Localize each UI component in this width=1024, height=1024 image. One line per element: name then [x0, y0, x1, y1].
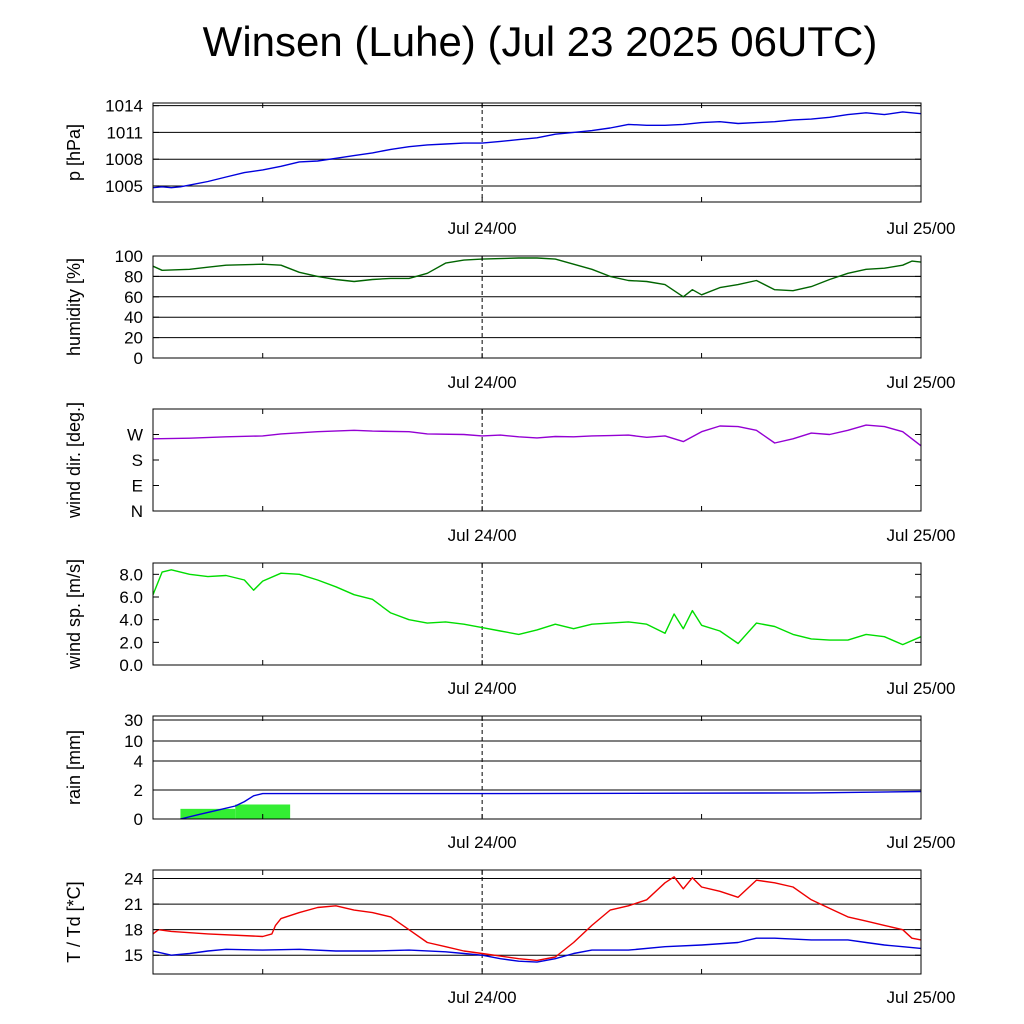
y-tick-label: 80: [124, 267, 143, 286]
y-tick-label: 4.0: [119, 611, 143, 630]
y-tick-label: W: [127, 426, 143, 445]
y-tick-label: 1014: [105, 97, 143, 116]
y-axis-label: wind sp. [m/s]: [64, 559, 84, 670]
series-line: [153, 257, 921, 298]
y-axis-label: rain [mm]: [64, 730, 84, 805]
y-tick-label: 100: [115, 247, 143, 266]
y-tick-label: 0: [134, 810, 143, 829]
y-tick-label: 18: [124, 921, 143, 940]
x-tick-label: Jul 25/00: [887, 526, 956, 545]
y-tick-label: 30: [124, 711, 143, 730]
y-tick-label: 20: [124, 329, 143, 348]
y-tick-label: 1008: [105, 150, 143, 169]
series-line: [153, 424, 921, 447]
y-tick-label: 60: [124, 288, 143, 307]
rain-bar: [180, 808, 236, 819]
y-tick-label: N: [131, 502, 143, 521]
plot-frame: [152, 102, 922, 203]
y-tick-label: 0: [134, 349, 143, 368]
plot-frame: [152, 408, 922, 512]
series-line: [153, 569, 921, 646]
x-tick-label: Jul 25/00: [887, 833, 956, 852]
plot-frame: [152, 869, 922, 975]
y-tick-label: 2.0: [119, 633, 143, 652]
x-tick-label: Jul 24/00: [448, 526, 517, 545]
y-tick-label: 21: [124, 895, 143, 914]
x-tick-label: Jul 25/00: [887, 219, 956, 238]
y-axis-label: p [hPa]: [64, 124, 84, 181]
y-axis-label: humidity [%]: [64, 258, 84, 356]
y-axis-label: T / Td [*C]: [64, 881, 84, 962]
y-tick-label: 0.0: [119, 656, 143, 675]
y-tick-label: E: [132, 477, 143, 496]
plot-frame: [152, 255, 922, 359]
y-tick-label: 6.0: [119, 588, 143, 607]
y-tick-label: 4: [134, 752, 143, 771]
x-tick-label: Jul 24/00: [448, 833, 517, 852]
x-tick-label: Jul 24/00: [448, 988, 517, 1007]
x-tick-label: Jul 24/00: [448, 679, 517, 698]
x-tick-label: Jul 24/00: [448, 219, 517, 238]
x-tick-label: Jul 24/00: [448, 373, 517, 392]
y-axis-label: wind dir. [deg.]: [64, 402, 84, 519]
x-tick-label: Jul 25/00: [887, 373, 956, 392]
chart-title: Winsen (Luhe) (Jul 23 2025 06UTC): [202, 18, 878, 65]
x-tick-label: Jul 25/00: [887, 988, 956, 1007]
y-tick-label: 10: [124, 732, 143, 751]
x-tick-label: Jul 25/00: [887, 679, 956, 698]
y-tick-label: S: [132, 451, 143, 470]
rain-bar: [235, 804, 291, 819]
y-tick-label: 1005: [105, 177, 143, 196]
series-line: [180, 790, 921, 819]
series-line: [153, 876, 921, 962]
series-line: [153, 937, 921, 963]
plot-frame: [152, 562, 922, 666]
y-tick-label: 15: [124, 946, 143, 965]
y-tick-label: 8.0: [119, 565, 143, 584]
y-tick-label: 1011: [106, 123, 143, 142]
plot-frame: [152, 715, 922, 820]
y-tick-label: 40: [124, 308, 143, 327]
series-line: [153, 111, 921, 189]
y-tick-label: 24: [124, 870, 143, 889]
y-tick-label: 2: [134, 781, 143, 800]
